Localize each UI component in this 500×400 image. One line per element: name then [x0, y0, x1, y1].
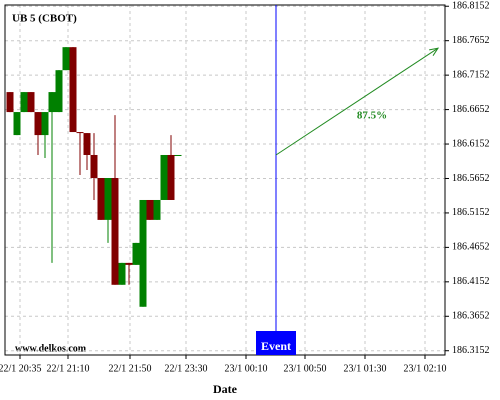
x-tick-label: 22/1 21:50	[108, 363, 151, 374]
y-tick-label: 186.7652	[452, 35, 490, 46]
candle-body	[69, 47, 77, 133]
candle-body	[6, 92, 14, 113]
y-tick-label: 186.3652	[452, 311, 490, 322]
candle-body	[125, 262, 133, 265]
projection-arrow	[275, 47, 439, 156]
candle-body	[132, 242, 140, 265]
arrow-head	[429, 47, 440, 56]
candle-body	[153, 199, 161, 220]
x-tick-label: 23/1 02:10	[403, 363, 446, 374]
candle-body	[104, 178, 112, 220]
candle-body	[76, 132, 84, 134]
candle-body	[97, 178, 105, 220]
event-box	[256, 331, 296, 355]
candle-body	[13, 112, 21, 136]
y-tick-label: 186.4652	[452, 242, 490, 253]
candle-body	[118, 262, 126, 285]
event-label: Event	[261, 339, 291, 353]
y-tick-label: 186.5152	[452, 207, 490, 218]
candle-body	[90, 154, 98, 179]
candle-body	[48, 92, 56, 113]
x-tick-label: 23/1 00:50	[283, 363, 326, 374]
candle-body	[83, 133, 91, 155]
watermark: www.delkos.com	[15, 343, 87, 354]
plot-frame	[4, 4, 446, 356]
candle-body	[62, 47, 70, 71]
candle-body	[174, 154, 182, 156]
candle-body	[34, 112, 42, 136]
y-tick-label: 186.8152	[452, 1, 490, 12]
candle-body	[139, 199, 147, 307]
x-tick-label: 22/1 23:30	[164, 363, 207, 374]
x-tick-label: 22/1 20:35	[0, 363, 42, 374]
y-tick-label: 186.6652	[452, 104, 490, 115]
x-axis-label: Date	[213, 382, 238, 396]
x-tick-label: 23/1 01:30	[343, 363, 386, 374]
candle-body	[167, 154, 175, 200]
candle-body	[27, 92, 35, 113]
y-tick-label: 186.4152	[452, 276, 490, 287]
chart-title: UB 5 (CBOT)	[12, 13, 77, 25]
candle-body	[55, 70, 63, 113]
y-tick-label: 186.6152	[452, 138, 490, 149]
y-tick-label: 186.5652	[452, 173, 490, 184]
x-tick-label: 22/1 21:10	[46, 363, 89, 374]
candle-body	[20, 92, 28, 113]
candle-body	[160, 154, 168, 200]
y-tick-label: 186.7152	[452, 69, 490, 80]
candle-body	[111, 178, 119, 285]
projection-label: 87.5%	[357, 110, 387, 122]
candle-body	[146, 199, 154, 220]
x-tick-label: 23/1 00:10	[224, 363, 267, 374]
candle-body	[41, 112, 49, 136]
y-tick-label: 186.3152	[452, 345, 490, 356]
